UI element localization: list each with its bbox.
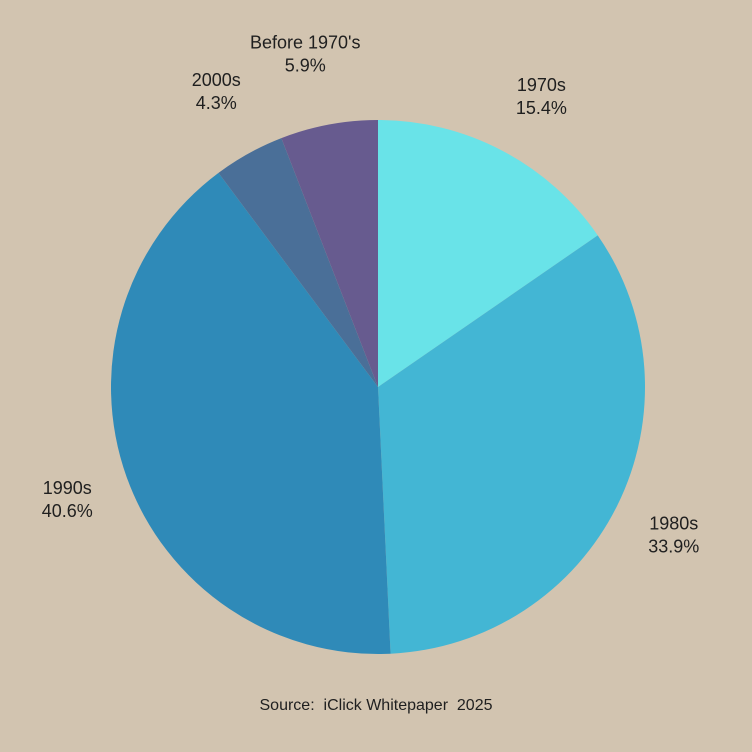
pie-slice-2000s xyxy=(218,138,378,387)
slice-label: 2000s xyxy=(192,70,241,90)
pie-slice-before-1970-s xyxy=(281,120,378,387)
slice-value-label: 40.6% xyxy=(42,501,93,521)
slice-value-label: 4.3% xyxy=(196,93,237,113)
slice-label: 1970s xyxy=(517,75,566,95)
slice-label: Before 1970's xyxy=(250,33,361,53)
source-caption: Source: iClick Whitepaper 2025 xyxy=(259,697,493,714)
slice-value-label: 15.4% xyxy=(516,98,567,118)
slice-labels: 1970s 15.4% 1980s 33.9% 1990s 40.6% 2000s 4.3% B… xyxy=(42,33,699,557)
slice-label: 1980s xyxy=(649,513,698,533)
slice-value-label: 5.9% xyxy=(285,56,326,76)
pie-slices xyxy=(111,120,645,654)
slice-value-label: 33.9% xyxy=(648,536,699,556)
pie-slice-1990s xyxy=(111,172,391,654)
slice-label: 1990s xyxy=(43,478,92,498)
pie-slice-1970s xyxy=(378,120,598,387)
pie-slice-1980s xyxy=(378,235,645,654)
